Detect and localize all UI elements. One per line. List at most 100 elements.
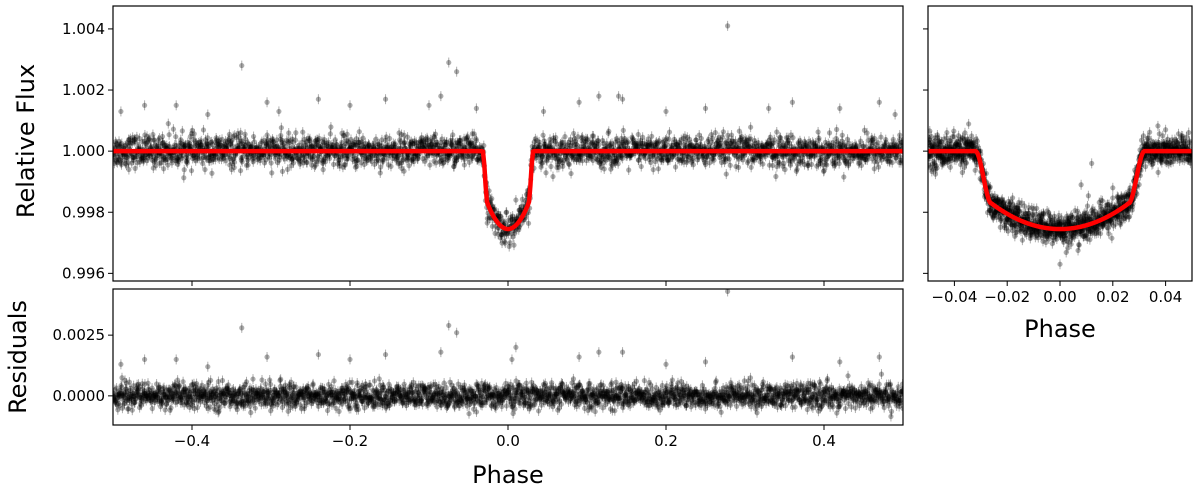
data-point [161,166,167,172]
data-point [284,137,290,143]
data-point [302,143,308,149]
data-point [162,157,168,163]
data-point [117,144,123,150]
data-point [285,138,291,145]
data-point [774,129,780,135]
data-point [273,143,279,150]
data-point [625,139,631,145]
data-point [255,144,262,150]
data-point [135,141,141,148]
data-point [279,139,285,146]
data-point [208,153,214,159]
data-point [128,140,134,146]
data-point [148,143,154,149]
data-point [114,141,120,147]
data-point [256,153,262,159]
data-point [247,144,253,150]
data-point [159,133,166,140]
data-point [223,143,229,149]
data-point [194,154,200,160]
data-point [231,159,238,165]
data-point [185,144,191,150]
data-point [228,166,235,173]
data-point [427,162,433,168]
data-point [202,141,208,148]
data-point [698,135,704,142]
data-point [274,143,280,149]
data-point [155,137,162,143]
data-point [233,152,239,158]
data-point [134,134,140,140]
data-point [324,153,330,159]
data-point [127,152,133,158]
data-point [566,161,572,168]
data-point [401,168,407,174]
data-point [140,158,146,164]
data-point [279,137,285,144]
data-point [404,134,411,140]
data-point [322,155,328,161]
data-point [858,138,864,144]
data-point [142,132,148,138]
data-point [864,130,870,136]
data-point [148,154,154,160]
data-point [195,142,201,148]
data-point [298,152,304,159]
data-point [231,164,237,171]
data-point [170,155,176,161]
data-point [209,170,215,176]
data-point [124,154,130,161]
data-point [288,163,294,169]
data-point [289,156,295,162]
data-point [290,160,297,166]
data-point [601,166,607,172]
data-point [141,138,147,144]
data-point [327,131,333,137]
data-point [277,136,284,142]
data-point [297,161,303,167]
data-point [184,158,190,164]
data-point [171,152,177,159]
data-point [116,156,122,162]
data-point [794,166,800,172]
data-point [215,155,221,161]
data-point [315,158,321,164]
data-point [221,152,228,158]
data-point [119,140,125,147]
data-point [250,159,256,165]
data-point [139,138,145,145]
data-point [236,134,242,140]
data-point [229,161,235,167]
data-point [241,141,247,148]
data-point [177,140,183,146]
data-point [256,155,262,161]
data-point [183,154,189,161]
data-point [118,160,124,166]
data-point [259,152,265,158]
data-point [280,142,286,148]
data-point [175,155,181,161]
data-point [168,155,175,161]
data-point [312,138,318,144]
data-point [285,166,291,172]
data-point [308,143,314,150]
data-point [727,162,733,168]
data-point [228,138,234,145]
data-point [316,144,323,150]
data-point [638,163,644,170]
data-point [203,155,209,161]
data-point [824,162,830,168]
data-point [841,174,847,180]
data-point [307,136,313,142]
data-point [297,153,304,159]
data-point [150,165,156,171]
data-point [282,156,288,162]
data-point [203,154,209,160]
data-point [314,137,320,143]
data-point [124,154,130,160]
data-point [164,143,170,149]
data-point [328,124,334,130]
data-point [130,134,136,140]
data-point [263,143,269,149]
data-point [285,152,292,158]
